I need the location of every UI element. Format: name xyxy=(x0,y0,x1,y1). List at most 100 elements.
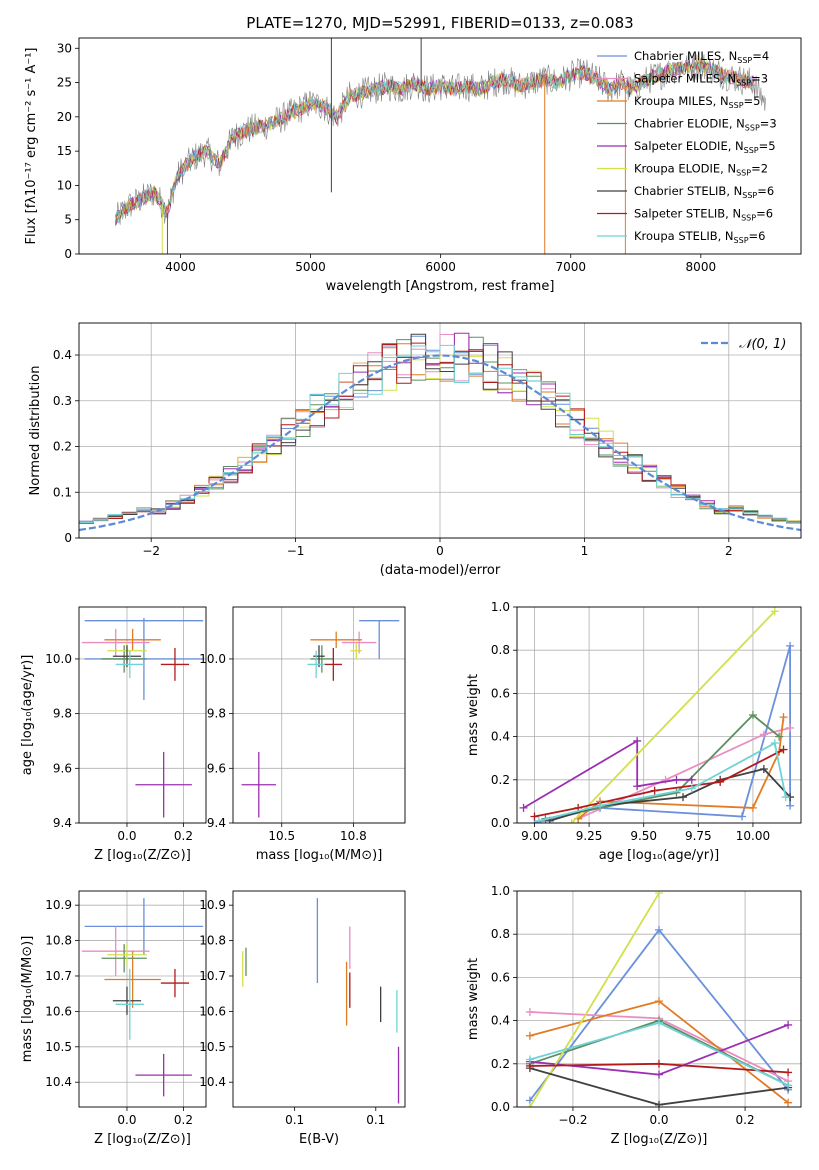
x-axis-label: (data-model)/error xyxy=(380,563,501,578)
legend-value: =3 xyxy=(760,117,777,131)
legend-subscript: SSP xyxy=(745,124,760,133)
x-axis-label: Z [log₁₀(Z/Z⊙)] xyxy=(611,1132,708,1147)
y-tick-label: 9.6 xyxy=(53,761,72,775)
y-tick-label: 10.4 xyxy=(45,1075,72,1089)
x-tick-label: 9.50 xyxy=(630,829,657,843)
weight-marker xyxy=(655,1070,663,1079)
y-tick-label: 10.7 xyxy=(199,969,226,983)
legend-entry: Salpeter STELIB, NSSP=6 xyxy=(634,207,773,223)
y-tick-label: 10.4 xyxy=(199,1075,226,1089)
weight-marker xyxy=(655,1059,663,1068)
y-tick-label: 0.1 xyxy=(53,485,72,499)
x-tick-label: 0.1 xyxy=(366,1113,385,1127)
legend-value: =5 xyxy=(759,139,776,153)
x-tick-label: 10.8 xyxy=(340,829,367,843)
x-tick-label: 10.00 xyxy=(736,829,770,843)
legend-entry: Kroupa MILES, NSSP=5 xyxy=(634,94,760,110)
chart-age_vs_Z: 0.0 0.2 9.4 9.6 9.8 10.0 Z [log₁₀(Z/Z⊙)] age [l… xyxy=(20,606,207,863)
y-tick-label: 5 xyxy=(64,213,72,227)
weight-marker xyxy=(748,711,757,719)
weight-marker xyxy=(738,812,747,821)
x-tick-label: 7000 xyxy=(555,260,586,274)
plot-area xyxy=(79,332,801,532)
weight-marker xyxy=(679,793,688,802)
histogram-series xyxy=(79,333,801,523)
legend-label: Chabrier STELIB, N xyxy=(634,184,742,198)
y-tick-label: 0.4 xyxy=(491,730,510,744)
y-tick-label: 10.0 xyxy=(45,652,72,666)
weight-marker xyxy=(784,1068,793,1077)
weight-marker xyxy=(770,739,779,748)
axes-frame xyxy=(516,606,802,824)
weight-series-line xyxy=(529,892,660,1107)
legend-label: Chabrier MILES, N xyxy=(634,49,737,63)
legend-value: =6 xyxy=(756,207,773,221)
plot-area xyxy=(525,891,793,1107)
legend-label: Kroupa MILES, N xyxy=(634,94,729,108)
chart-spectrum: 4000 5000 6000 7000 8000 0 5 10 15 20 25 30 waveleng… xyxy=(24,14,802,294)
weight-marker xyxy=(687,775,696,784)
chart-age_vs_mass: 10.5 10.8 9.4 9.6 9.8 10.0 mass [log₁₀(M/M⊙)] xyxy=(199,606,406,863)
weight-marker xyxy=(759,765,768,773)
y-tick-label: 10.5 xyxy=(199,1040,226,1054)
y-tick-label: 10.5 xyxy=(45,1040,72,1054)
y-tick-label: 10.6 xyxy=(45,1004,72,1018)
legend-subscript: SSP xyxy=(741,214,756,223)
x-tick-label: 0.1 xyxy=(285,1113,304,1127)
y-tick-label: 10.8 xyxy=(199,934,226,948)
legend-value: =2 xyxy=(751,162,768,176)
weight-marker xyxy=(775,732,784,741)
y-tick-label: 0.3 xyxy=(53,394,72,408)
x-tick-label: 8000 xyxy=(686,260,717,274)
y-tick-label: 0.2 xyxy=(491,773,510,787)
y-tick-label: 0.8 xyxy=(491,643,510,657)
weight-marker xyxy=(786,723,795,732)
legend-subscript: SSP xyxy=(744,146,759,155)
legend-value: =6 xyxy=(757,184,774,198)
y-tick-label: 10.9 xyxy=(199,898,226,912)
x-tick-label: 0.2 xyxy=(736,1113,755,1127)
x-tick-label: 2 xyxy=(725,544,733,558)
weight-marker xyxy=(525,1103,534,1107)
plot-area xyxy=(115,38,766,254)
y-tick-label: 9.8 xyxy=(207,707,226,721)
x-tick-label: 5000 xyxy=(295,260,326,274)
y-tick-label: 0.6 xyxy=(491,970,510,984)
plot-area xyxy=(242,898,400,1104)
weight-marker xyxy=(781,793,790,802)
weight-marker xyxy=(525,1055,534,1064)
weight-series-line xyxy=(523,739,692,809)
chart-weights_vs_Z: −0.2 0.0 0.2 0.0 0.2 0.4 0.6 0.8 1.0 Z [log₁₀(Z/Z… xyxy=(466,884,802,1147)
histogram-series xyxy=(79,342,801,524)
legend-entry: Salpeter ELODIE, NSSP=5 xyxy=(634,139,776,155)
chart-residuals: −2 −1 0 1 2 0 0.1 0.2 0.3 0.4 (data-model)/error No… xyxy=(28,322,802,578)
weight-marker xyxy=(748,803,757,812)
x-tick-label: 9.75 xyxy=(685,829,712,843)
y-tick-label: 15 xyxy=(57,144,72,158)
axes-frame xyxy=(516,890,802,1108)
weight-marker xyxy=(687,784,696,793)
weight-marker xyxy=(784,1098,793,1107)
weight-marker xyxy=(633,782,642,791)
x-axis-label: mass [log₁₀(M/M⊙)] xyxy=(256,848,383,863)
y-tick-label: 0.4 xyxy=(491,1014,510,1028)
y-tick-label: 10.0 xyxy=(199,652,226,666)
y-tick-label: 9.4 xyxy=(207,816,226,830)
x-tick-label: 4000 xyxy=(165,260,196,274)
x-tick-label: 0.0 xyxy=(649,1113,668,1127)
axes-frame xyxy=(78,606,207,824)
x-tick-label: 0.0 xyxy=(117,1113,136,1127)
axes-frame xyxy=(78,322,802,539)
x-axis-label: age [log₁₀(age/yr)] xyxy=(599,848,720,863)
x-axis-label: E(B-V) xyxy=(299,1132,339,1147)
y-tick-label: 0.0 xyxy=(491,816,510,830)
y-tick-label: 10.8 xyxy=(45,934,72,948)
legend-entry: Chabrier STELIB, NSSP=6 xyxy=(634,184,774,200)
legend-entry: 𝒩(0, 1) xyxy=(739,337,786,352)
x-tick-label: 0.2 xyxy=(174,1113,193,1127)
chart-title: PLATE=1270, MJD=52991, FIBERID=0133, z=0… xyxy=(246,14,633,32)
y-tick-label: 20 xyxy=(57,110,72,124)
x-axis-label: wavelength [Angstrom, rest frame] xyxy=(326,279,555,294)
weight-marker xyxy=(759,730,768,739)
histogram-series xyxy=(79,343,801,524)
